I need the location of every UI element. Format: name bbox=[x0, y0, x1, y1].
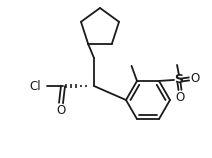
Text: O: O bbox=[56, 103, 66, 116]
Text: O: O bbox=[175, 91, 185, 104]
Text: S: S bbox=[174, 73, 184, 86]
Text: O: O bbox=[190, 73, 200, 85]
Text: Cl: Cl bbox=[29, 79, 41, 92]
